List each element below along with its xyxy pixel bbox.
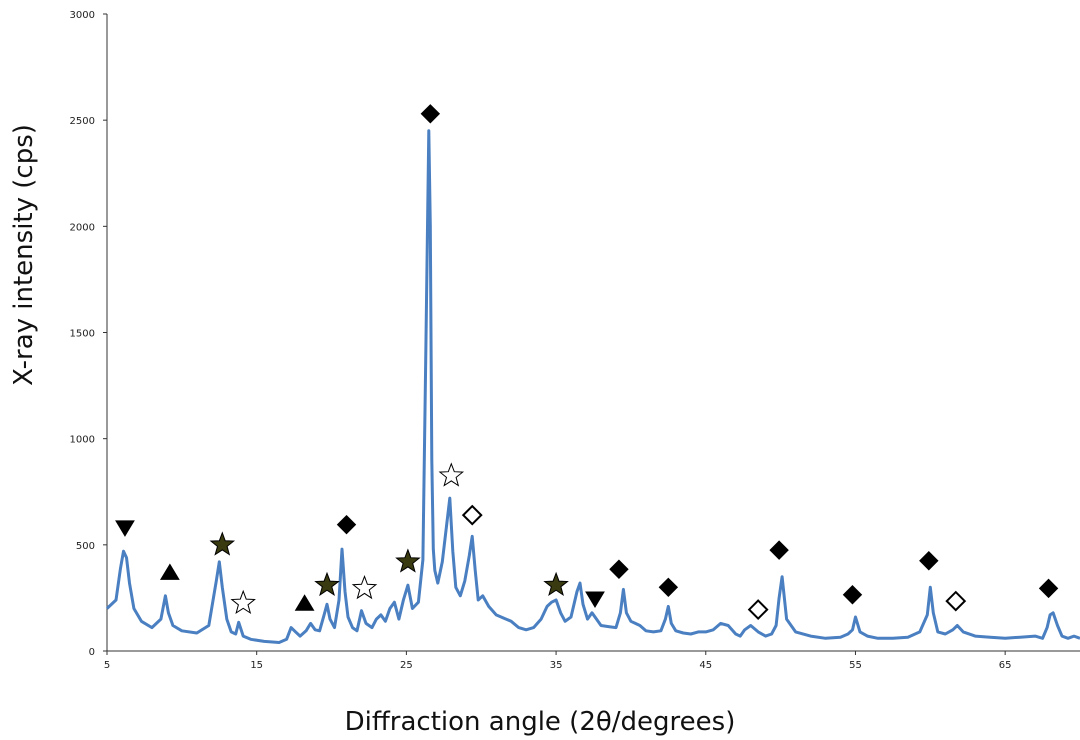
triangle-down-marker [115, 520, 135, 537]
y-tick-label: 2500 [70, 116, 95, 127]
y-tick-label: 1500 [70, 329, 95, 340]
open-star-marker [438, 462, 465, 487]
y-axis-title: X-ray intensity (cps) [9, 124, 39, 386]
y-tick-label: 3000 [70, 10, 95, 21]
y-tick-label: 2000 [70, 222, 95, 233]
tick-labels: 0 500 1000 1500 2000 2500 3000 5 15 25 35 45 55 65 [70, 10, 1012, 671]
diamond-marker [609, 559, 629, 579]
x-tick-label: 5 [104, 660, 110, 671]
x-tick-label: 15 [250, 660, 263, 671]
x-tick-label: 45 [699, 660, 712, 671]
xrd-pattern-line [105, 129, 1080, 644]
y-tick-label: 0 [89, 647, 95, 658]
x-tick-label: 65 [999, 660, 1012, 671]
diamond-marker [336, 514, 357, 535]
peak-markers [115, 104, 1059, 621]
open-star-marker [230, 589, 256, 615]
filled-star-marker [395, 548, 421, 573]
diamond-marker [842, 585, 863, 605]
diamond-marker [658, 577, 679, 598]
open-star-marker [351, 574, 378, 600]
filled-star-marker [543, 571, 569, 597]
y-tick-label: 1000 [70, 435, 95, 446]
diamond-marker [461, 504, 483, 526]
diamond-marker [945, 590, 967, 612]
diamond-marker [1038, 578, 1059, 599]
axes [106, 14, 1080, 652]
triangle-down-marker [585, 591, 605, 608]
diamond-marker [420, 104, 441, 124]
diamond-marker [747, 599, 769, 621]
diamond-marker [919, 551, 939, 571]
x-tick-label: 55 [849, 660, 862, 671]
x-tick-label: 35 [550, 660, 563, 671]
triangle-up-marker [294, 594, 315, 611]
filled-star-marker [314, 571, 340, 597]
filled-star-marker [209, 531, 236, 556]
x-tick-label: 25 [400, 660, 413, 671]
series-layer [105, 129, 1080, 644]
y-tick-label: 500 [76, 541, 95, 552]
x-axis-title: Diffraction angle (2θ/degrees) [345, 707, 736, 737]
triangle-up-marker [159, 563, 180, 580]
diamond-marker [769, 540, 789, 560]
